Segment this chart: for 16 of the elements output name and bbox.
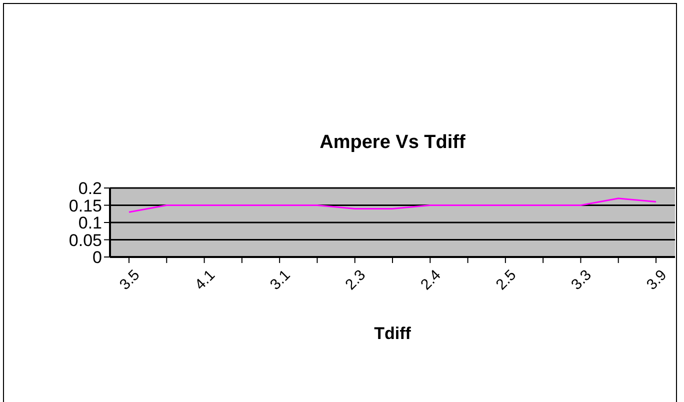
chart-title: Ampere Vs Tdiff [318, 132, 466, 154]
x-axis-title: Tdiff [374, 324, 412, 343]
x-tick-label: 2.3 [342, 266, 369, 294]
y-tick-label: 0.15 [68, 196, 102, 216]
line-series [128, 198, 657, 213]
x-tick-label: 3.3 [568, 266, 595, 294]
y-tick-label: 0 [92, 248, 102, 268]
y-tick-label: 0.05 [68, 230, 102, 250]
x-tick-label: 3.9 [643, 266, 670, 294]
y-tick-label: 0.2 [78, 179, 102, 198]
x-tick-label: 3.1 [266, 266, 294, 294]
y-tick-label: 0.1 [78, 214, 102, 233]
x-tick-label: 2.4 [418, 266, 444, 294]
x-tick-label: 2.5 [492, 266, 520, 294]
x-tick-label: 4.1 [192, 266, 218, 294]
x-tick-label: 3.5 [116, 266, 144, 294]
